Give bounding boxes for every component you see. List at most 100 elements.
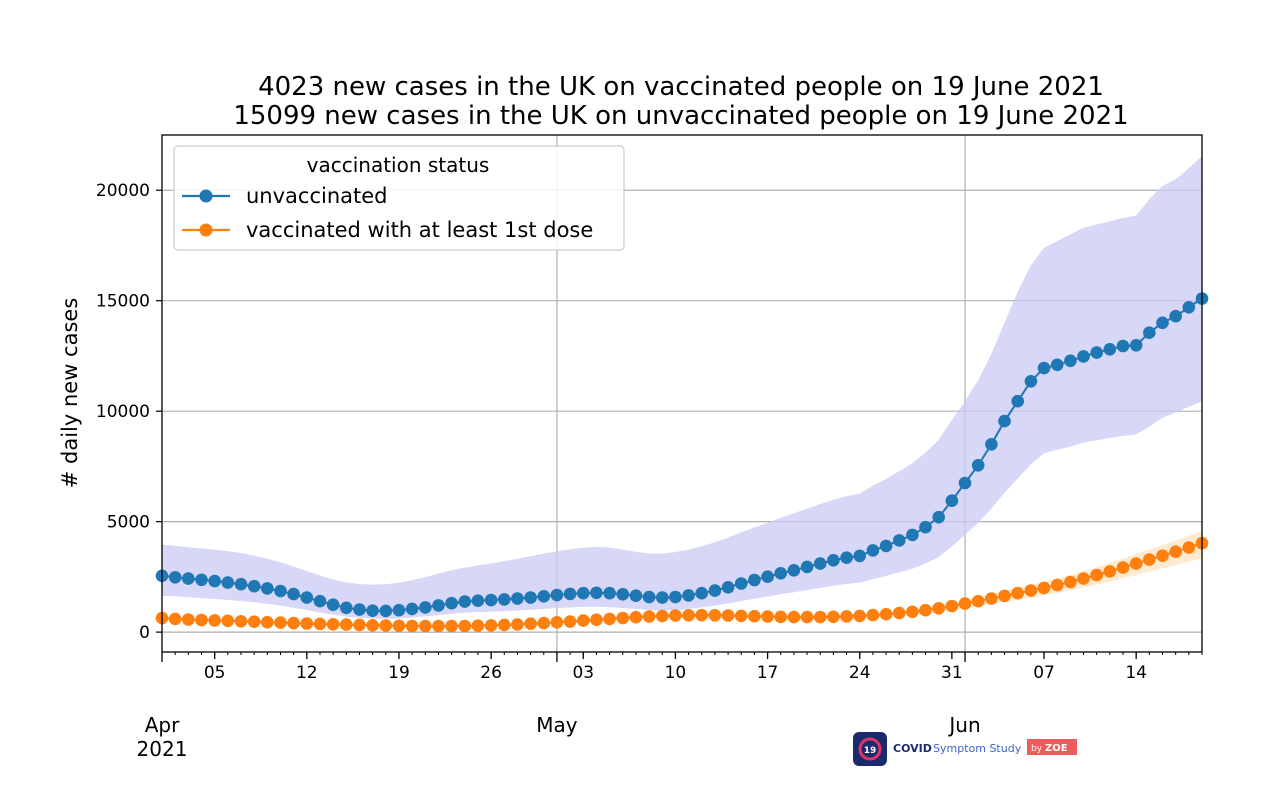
data-point-vaccinated <box>498 618 511 632</box>
data-point-unvaccinated <box>300 591 314 604</box>
data-point-vaccinated <box>168 612 182 626</box>
data-point-vaccinated <box>234 615 248 628</box>
data-point-unvaccinated <box>761 570 774 583</box>
y-tick-label: 20000 <box>96 181 150 201</box>
logo-badge-text: ZOE <box>1045 743 1068 754</box>
data-point-vaccinated <box>1024 584 1038 597</box>
x-tick-label: 05 <box>204 663 226 683</box>
data-point-unvaccinated <box>537 590 551 603</box>
data-point-unvaccinated <box>471 594 485 607</box>
data-point-unvaccinated <box>800 560 814 574</box>
data-point-vaccinated <box>221 614 235 628</box>
logo-badge-bg <box>1027 739 1077 755</box>
data-point-unvaccinated <box>879 539 893 553</box>
data-point-unvaccinated <box>524 591 537 604</box>
data-point-vaccinated <box>511 618 524 631</box>
data-point-vaccinated <box>800 610 814 624</box>
data-point-unvaccinated <box>287 587 300 601</box>
data-point-vaccinated <box>471 619 485 632</box>
data-point-vaccinated <box>616 611 630 625</box>
data-point-vaccinated <box>892 606 906 620</box>
legend-box <box>173 145 625 251</box>
data-point-vaccinated <box>1156 549 1169 562</box>
data-point-vaccinated <box>313 617 327 631</box>
data-point-vaccinated <box>919 603 932 617</box>
data-point-vaccinated <box>787 610 801 624</box>
data-point-unvaccinated <box>892 534 906 547</box>
y-tick-label: 10000 <box>96 402 150 422</box>
data-point-unvaccinated <box>840 551 853 564</box>
data-point-vaccinated <box>866 608 880 622</box>
data-point-unvaccinated <box>261 582 274 595</box>
x-month-label: Apr <box>145 713 180 737</box>
chart-title-line-1: 4023 new cases in the UK on vaccinated p… <box>258 72 1104 102</box>
data-point-unvaccinated <box>721 581 735 594</box>
data-point-unvaccinated <box>695 586 708 600</box>
data-point-vaccinated <box>550 616 564 629</box>
data-point-unvaccinated <box>629 589 643 602</box>
data-point-vaccinated <box>998 589 1011 603</box>
y-tick-label: 0 <box>139 623 150 643</box>
data-point-unvaccinated <box>221 576 235 589</box>
data-point-unvaccinated <box>1077 350 1090 363</box>
data-point-unvaccinated <box>998 414 1011 428</box>
data-point-vaccinated <box>1143 553 1156 566</box>
data-point-unvaccinated <box>1116 339 1130 353</box>
logo-name: COVID <box>893 742 932 755</box>
chart-title-line-2: 15099 new cases in the UK on unvaccinate… <box>233 101 1128 131</box>
data-point-vaccinated <box>445 619 458 633</box>
legend-label-vaccinated: vaccinated with at least 1st dose <box>246 218 593 242</box>
data-point-vaccinated <box>669 609 682 622</box>
data-point-vaccinated <box>326 618 340 631</box>
data-point-vaccinated <box>708 609 722 622</box>
data-point-unvaccinated <box>734 577 748 590</box>
covid-symptom-study-logo: 19 COVID Symptom Study by ZOE <box>853 732 1077 766</box>
data-point-vaccinated <box>274 616 287 629</box>
data-point-vaccinated <box>945 599 959 613</box>
data-point-vaccinated <box>1050 578 1064 592</box>
y-axis-label: # daily new cases <box>58 298 82 489</box>
data-point-unvaccinated <box>1090 346 1103 359</box>
data-point-vaccinated <box>840 610 853 623</box>
data-point-vaccinated <box>432 619 445 633</box>
data-point-unvaccinated <box>353 603 366 616</box>
data-point-unvaccinated <box>1103 343 1117 356</box>
data-point-unvaccinated <box>208 574 221 588</box>
data-point-vaccinated <box>1116 561 1130 574</box>
data-point-vaccinated <box>577 614 590 627</box>
data-point-vaccinated <box>392 619 406 633</box>
data-point-unvaccinated <box>971 459 985 472</box>
covid-ring-icon <box>858 737 882 761</box>
x-tick-label: 14 <box>1125 663 1147 683</box>
data-point-vaccinated <box>484 619 498 632</box>
legend-label-unvaccinated: unvaccinated <box>246 184 388 208</box>
data-point-unvaccinated <box>1169 309 1182 323</box>
legend-swatch-marker-vaccinated <box>199 223 213 237</box>
data-point-unvaccinated <box>590 586 603 600</box>
data-point-unvaccinated <box>379 604 393 618</box>
data-point-vaccinated <box>261 615 274 629</box>
y-tick-label: 15000 <box>96 292 150 312</box>
data-point-vaccinated <box>721 609 735 622</box>
data-point-vaccinated <box>985 592 998 605</box>
data-point-vaccinated <box>656 609 669 623</box>
data-point-unvaccinated <box>484 593 498 607</box>
data-point-vaccinated <box>748 609 761 623</box>
x-tick-label: 26 <box>480 663 502 683</box>
data-point-vaccinated <box>603 612 616 626</box>
data-point-unvaccinated <box>932 510 945 524</box>
x-tick-label: 17 <box>757 663 779 683</box>
data-point-unvaccinated <box>787 564 801 577</box>
data-point-unvaccinated <box>919 520 932 534</box>
data-point-unvaccinated <box>682 589 695 602</box>
data-point-unvaccinated <box>168 571 182 584</box>
data-point-vaccinated <box>287 616 300 630</box>
data-point-unvaccinated <box>748 573 761 587</box>
data-point-unvaccinated <box>405 602 419 616</box>
x-tick-label: 07 <box>1033 663 1055 683</box>
data-point-vaccinated <box>563 615 577 628</box>
data-point-unvaccinated <box>603 586 616 600</box>
data-point-unvaccinated <box>906 528 919 542</box>
data-point-unvaccinated <box>1143 326 1156 340</box>
data-point-vaccinated <box>958 597 972 610</box>
